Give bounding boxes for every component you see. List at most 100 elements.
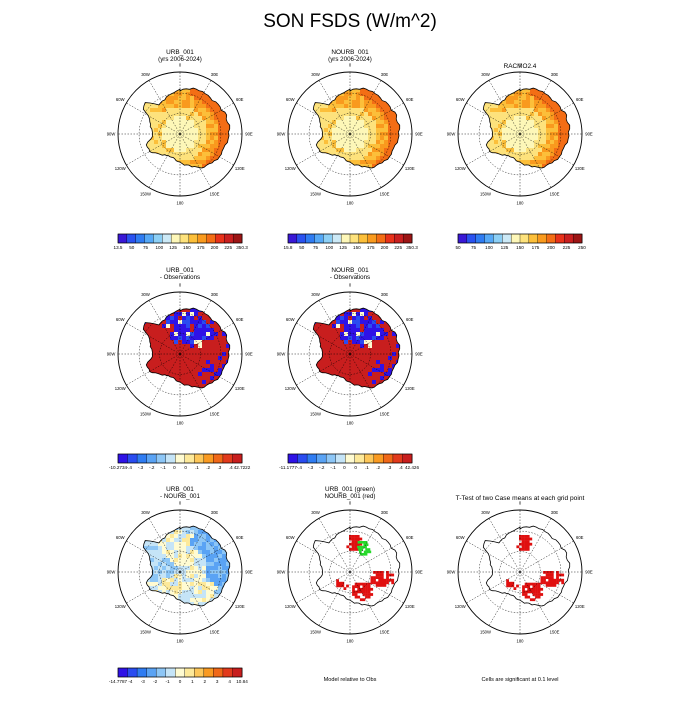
data-cell: [320, 388, 324, 392]
data-cell: [502, 116, 507, 121]
data-cell: [174, 100, 179, 105]
data-cell: [194, 308, 199, 313]
data-cell: [554, 144, 559, 149]
significant-cell: [521, 548, 525, 551]
data-cell: [530, 124, 535, 129]
data-cell: [202, 356, 207, 361]
data-cell: [154, 598, 159, 603]
data-cell: [182, 180, 186, 184]
data-cell: [368, 120, 373, 125]
significant-cell: [535, 590, 538, 594]
data-cell: [146, 112, 151, 117]
colorbar-label: 15.8: [284, 245, 293, 250]
data-cell: [186, 128, 191, 133]
data-cell: [364, 344, 369, 349]
data-cell: [352, 100, 357, 105]
data-cell: [190, 176, 194, 180]
data-cell: [186, 88, 191, 93]
colorbar: -10.2734 -.4 -.3 -.2 -.1 0 0.1.2.3.4 42.7222: [109, 453, 251, 470]
data-cell: [166, 364, 171, 369]
data-cell: [372, 340, 377, 345]
data-cell: [222, 152, 227, 157]
data-cell: [304, 140, 308, 144]
data-cell: [182, 336, 187, 341]
significant-cell: [529, 542, 533, 546]
data-cell: [340, 120, 345, 125]
data-cell: [170, 108, 175, 113]
data-cell: [138, 156, 142, 160]
data-cell: [146, 92, 151, 97]
data-cell: [364, 116, 369, 121]
data-cell: [186, 590, 191, 595]
data-cell: [154, 168, 158, 172]
colorbar-label: -.2: [149, 465, 155, 470]
data-cell: [218, 602, 223, 606]
data-cell: [194, 96, 199, 101]
significant-cell-green: [358, 548, 361, 551]
data-cell: [328, 144, 333, 149]
data-cell: [198, 396, 202, 400]
data-cell: [510, 128, 515, 133]
data-cell: [150, 340, 155, 345]
data-cell: [340, 336, 345, 341]
data-cell: [336, 348, 341, 353]
data-cell: [352, 308, 357, 309]
data-cell: [134, 586, 138, 590]
colorbar-label: -.2: [319, 465, 325, 470]
data-cell: [313, 364, 317, 369]
data-cell: [174, 172, 178, 176]
colorbar-label: -.4: [297, 465, 303, 470]
colorbar-label: 13.5: [114, 245, 123, 250]
data-cell: [538, 160, 543, 165]
data-cell: [340, 372, 345, 377]
data-cell: [530, 116, 535, 121]
data-cell: [313, 156, 317, 161]
data-cell: [376, 388, 380, 392]
data-cell: [340, 380, 345, 385]
map-panel: URB_001- Observations030E60E90E120E150E1…: [107, 267, 253, 470]
colorbar-swatch: [170, 233, 181, 244]
panel-title: URB_001 (green): [325, 486, 375, 493]
data-cell: [222, 360, 227, 365]
data-cell: [143, 356, 147, 361]
significant-cell: [540, 593, 544, 596]
longitude-label: 120W: [285, 386, 296, 391]
data-cell: [143, 140, 147, 145]
data-cell: [546, 172, 550, 176]
data-cell: [344, 120, 349, 125]
data-cell: [218, 112, 223, 117]
data-cell: [182, 148, 187, 153]
data-cell: [300, 136, 304, 140]
data-cell: [320, 172, 324, 176]
data-cell: [170, 132, 175, 137]
data-cell: [356, 92, 361, 97]
data-cell: [352, 180, 356, 184]
longitude-label: 90W: [447, 570, 456, 575]
significant-cell: [553, 581, 557, 585]
data-cell: [344, 172, 348, 176]
longitude-label: 180: [177, 421, 185, 426]
data-cell: [170, 554, 175, 559]
data-cell: [162, 356, 167, 361]
data-cell: [388, 328, 393, 333]
data-cell: [206, 168, 210, 172]
data-cell: [194, 312, 199, 317]
data-cell: [308, 112, 312, 116]
data-cell: [352, 124, 357, 129]
data-cell: [190, 168, 194, 172]
data-cell: [344, 148, 349, 153]
data-cell: [356, 176, 360, 180]
meridian-line: [519, 133, 552, 188]
data-cell: [143, 542, 147, 547]
data-cell: [332, 360, 337, 365]
significant-cell: [543, 581, 546, 585]
data-cell: [178, 316, 183, 321]
data-cell: [360, 112, 365, 117]
data-cell: [174, 618, 178, 622]
data-cell: [174, 392, 178, 396]
data-cell: [316, 328, 321, 333]
data-cell: [182, 168, 186, 172]
data-cell: [506, 144, 511, 149]
data-cell: [138, 100, 142, 104]
data-cell: [174, 144, 179, 149]
